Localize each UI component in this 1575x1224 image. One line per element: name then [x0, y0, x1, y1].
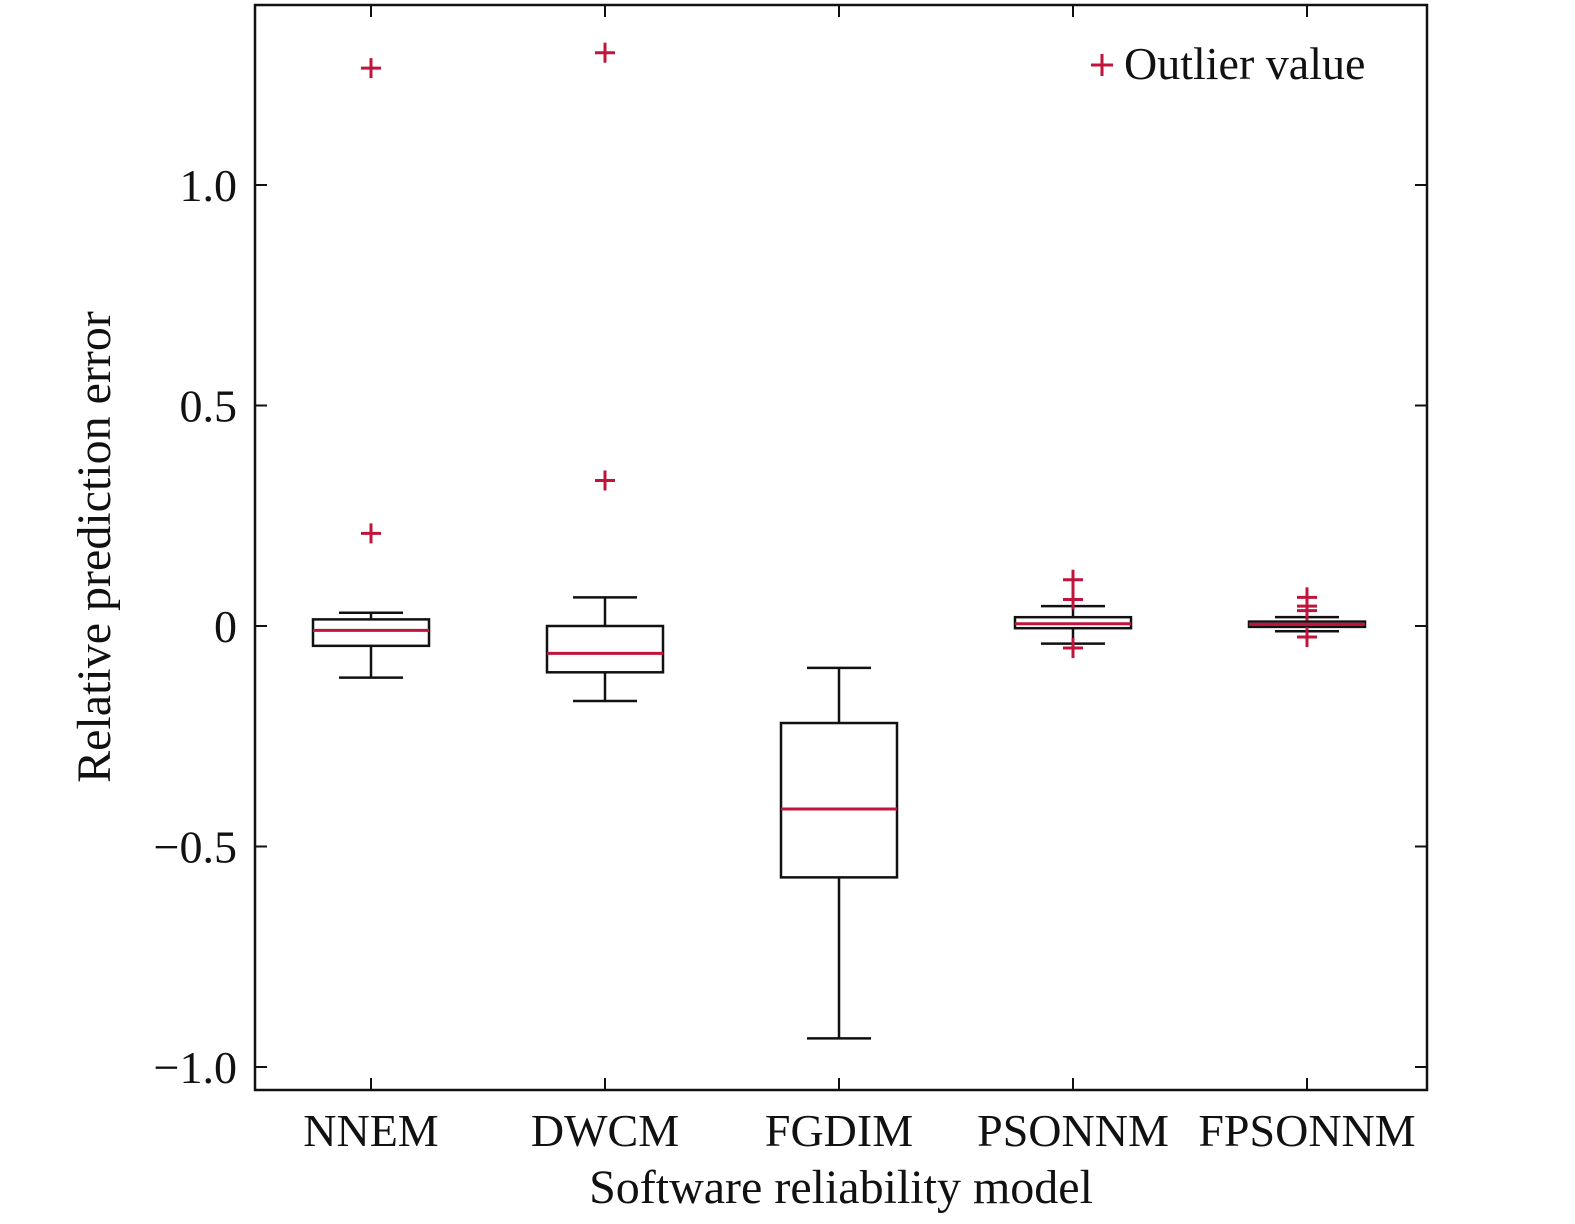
box-fpsonnm [1247, 587, 1367, 648]
outlier-marker [595, 42, 615, 63]
x-axis-title: Software reliability model [589, 1161, 1093, 1214]
box-psonnm [1013, 569, 1133, 659]
x-tick-label: NNEM [303, 1105, 438, 1156]
y-tick-label: −0.5 [154, 822, 237, 873]
outlier-marker [1297, 627, 1317, 648]
box-fgdim [779, 666, 899, 1040]
legend-label: Outlier value [1124, 38, 1365, 89]
box-dwcm [545, 42, 665, 703]
outlier-marker [1063, 638, 1083, 659]
legend: Outlier value [1091, 38, 1365, 89]
y-axis: −1.0 −0.5 0 0.5 1.0 [154, 160, 1427, 1093]
boxes-layer [311, 42, 1367, 1040]
outlier-marker [595, 470, 615, 491]
iqr-box [779, 721, 899, 879]
box-nnem [311, 58, 431, 679]
y-axis-title: Relative prediction error [68, 311, 121, 783]
y-tick-label: −1.0 [154, 1042, 237, 1093]
plot-frame [253, 3, 1429, 1092]
iqr-box [545, 624, 665, 674]
y-tick-label: 0.5 [180, 381, 238, 432]
outlier-marker [1063, 589, 1083, 610]
x-tick-label: FPSONNM [1198, 1105, 1415, 1156]
y-tick-label: 0 [214, 601, 237, 652]
outlier-marker [361, 523, 381, 544]
outlier-marker [1091, 54, 1113, 76]
x-tick-label: DWCM [531, 1105, 679, 1156]
x-tick-label: FGDIM [765, 1105, 913, 1156]
outlier-marker [1297, 600, 1317, 621]
x-axis: NNEM DWCM FGDIM PSONNM FPSONNM [303, 5, 1416, 1156]
y-tick-label: 1.0 [180, 160, 238, 211]
iqr-box [311, 618, 431, 648]
outlier-marker [1063, 569, 1083, 590]
outlier-marker [361, 58, 381, 79]
x-tick-label: PSONNM [977, 1105, 1169, 1156]
